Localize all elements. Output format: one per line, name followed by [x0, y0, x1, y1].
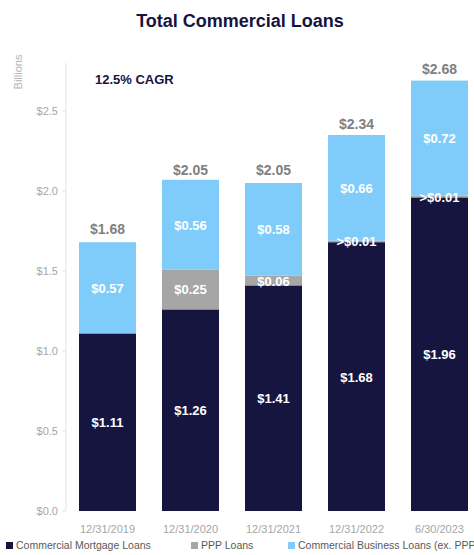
y-tick [62, 431, 66, 432]
data-label: $1.96 [423, 347, 456, 362]
legend-label: PPP Loans [201, 539, 253, 551]
y-tick-label: $1.0 [37, 345, 58, 357]
y-tick [62, 271, 66, 272]
total-label: $1.68 [90, 221, 125, 237]
data-labels: $1.11 $0.57 $1.26 $0.25 $0.56 $1.41 $0.06 $0.58… [91, 131, 459, 430]
legend-swatch [288, 542, 295, 549]
bar-segment [79, 333, 136, 511]
y-tick [62, 351, 66, 352]
y-tick-label: $2.5 [37, 105, 58, 117]
y-tick [62, 191, 66, 192]
y-tick [62, 111, 66, 112]
legend-swatch [6, 542, 13, 549]
x-tick-label: 12/31/2020 [163, 523, 218, 535]
legend-swatch [191, 542, 198, 549]
title: Total Commercial Loans [136, 11, 344, 31]
data-label: >$0.01 [419, 190, 459, 205]
y-tick-label: $0.5 [37, 425, 58, 437]
bar-segment [162, 269, 219, 309]
y-axis-line [66, 63, 67, 511]
data-label: $1.11 [92, 415, 124, 430]
data-label: $0.56 [174, 218, 207, 233]
bar-segment [162, 180, 219, 270]
legend-label: Commercial Mortgage Loans [16, 539, 151, 551]
bar-segment [245, 183, 302, 276]
bar-segment [79, 242, 136, 333]
y-tick-label: $2.0 [37, 185, 58, 197]
data-label: $0.58 [257, 222, 290, 237]
total-label: $2.05 [256, 162, 291, 178]
data-label: $0.25 [174, 282, 207, 297]
data-label: $1.68 [340, 370, 373, 385]
y-tick-label: $1.5 [37, 265, 58, 277]
data-label: $1.41 [257, 391, 290, 406]
x-tick-label: 12/31/2019 [80, 523, 135, 535]
annotation: 12.5% CAGR [95, 72, 174, 87]
chart: Total Commercial Loans 12.5% CAGR Billions… [0, 0, 474, 555]
data-label: $0.06 [257, 274, 290, 289]
total-label: $2.34 [339, 116, 374, 132]
legend-label: Commercial Business Loans (ex. PPP) [298, 539, 474, 551]
bars [79, 81, 468, 511]
y-tick [62, 511, 66, 512]
data-label: $0.57 [91, 281, 124, 296]
total-label: $2.05 [173, 162, 208, 178]
bar-segment [162, 309, 219, 511]
data-label: $0.72 [423, 131, 456, 146]
x-tick-label: 6/30/2023 [415, 523, 464, 535]
bar-segment [328, 242, 385, 511]
bar-segment [411, 197, 468, 511]
data-label: $1.26 [174, 403, 207, 418]
bar-segment [245, 285, 302, 511]
total-label: $2.68 [422, 61, 457, 77]
y-tick-label: $0.0 [37, 505, 58, 517]
x-tick-label: 12/31/2021 [246, 523, 301, 535]
bar-segment [411, 81, 468, 196]
bar-segment [328, 135, 385, 241]
data-label: >$0.01 [336, 234, 376, 249]
y-axis-label: Billions [12, 54, 24, 89]
data-label: $0.66 [340, 181, 373, 196]
x-tick-label: 12/31/2022 [329, 523, 384, 535]
